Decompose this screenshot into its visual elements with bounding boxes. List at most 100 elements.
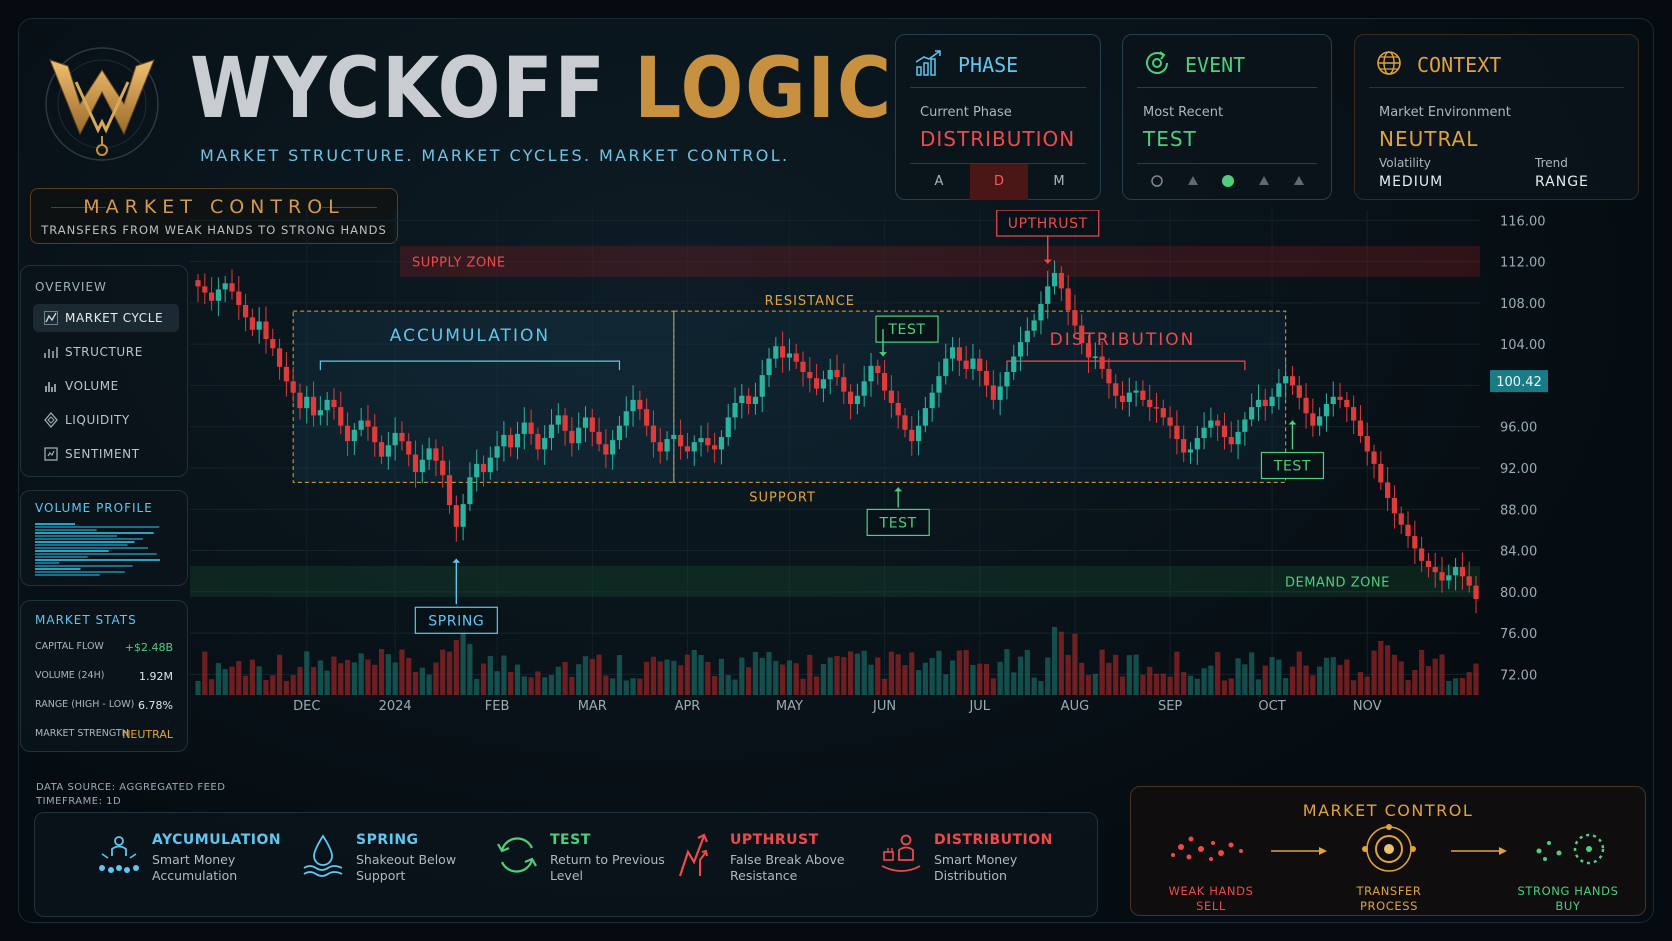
candle-body — [1113, 383, 1119, 396]
weak-hands-icon — [1171, 836, 1243, 861]
volume-bar — [344, 659, 351, 695]
volume-bar — [542, 677, 548, 695]
brand-title-part1: WYCKOFF — [190, 39, 607, 137]
volume-bar — [304, 651, 310, 695]
volume-profile-bar — [35, 574, 100, 576]
legend-panel — [34, 812, 1098, 917]
sentiment-icon — [44, 447, 58, 461]
candle-body — [983, 370, 990, 386]
volume-bar — [1317, 666, 1323, 695]
candle-body — [1065, 288, 1071, 311]
event-stepper[interactable] — [1137, 169, 1319, 193]
volume-bar — [412, 671, 419, 695]
candle-body — [956, 347, 962, 361]
event-step-triangle[interactable] — [1188, 176, 1198, 185]
candle-body — [847, 391, 854, 404]
candle-body — [1079, 325, 1085, 344]
event-card[interactable]: EVENT Most Recent TEST — [1122, 34, 1332, 200]
volume-bar — [963, 650, 969, 695]
candle-body — [732, 402, 738, 418]
candle-body — [310, 396, 317, 416]
candle-body — [997, 386, 1003, 400]
volume-bar — [1351, 680, 1357, 695]
candle-body — [249, 317, 255, 330]
volume-bar — [249, 659, 255, 695]
candle-body — [1344, 399, 1350, 408]
event-step-active[interactable] — [1222, 175, 1234, 187]
volume-icon — [45, 382, 56, 392]
candle-body — [263, 321, 269, 339]
phase-tab-a[interactable]: A — [934, 174, 944, 189]
market-stats-panel: MARKET STATS CAPITAL FLOW +$2.48B VOLUME … — [20, 600, 188, 752]
phase-tab-m[interactable]: M — [1053, 174, 1065, 189]
target-refresh-icon — [1146, 51, 1168, 74]
volume-bar — [222, 669, 228, 695]
x-tick-label: JUL — [968, 699, 990, 714]
candle-body — [990, 385, 996, 400]
volume-bar — [1446, 680, 1452, 695]
volume-bar — [623, 680, 629, 695]
event-step-triangle[interactable] — [1259, 176, 1269, 185]
legend-desc: False Break Above Resistance — [730, 852, 845, 883]
legend-test: TEST Return to Previous Level — [494, 830, 674, 890]
phase-tab-d[interactable]: D — [970, 164, 1028, 200]
volume-bar — [732, 679, 738, 695]
event-step-triangle[interactable] — [1294, 176, 1304, 185]
volume-bar — [1201, 668, 1207, 695]
volume-bar — [433, 662, 439, 695]
sidebar-item-structure[interactable]: STRUCTURE — [33, 338, 179, 366]
candle-body — [460, 504, 466, 527]
candle-body — [1160, 408, 1166, 418]
stat-value: +$2.48B — [124, 641, 173, 654]
volume-bar — [215, 663, 221, 695]
candle-body — [1031, 320, 1037, 331]
sidebar-item-market-cycle[interactable]: MARKET CYCLE — [33, 304, 179, 332]
volume-profile-bar — [35, 553, 157, 555]
volume-bar — [440, 649, 446, 695]
volume-bar — [766, 652, 772, 695]
volume-bar — [1378, 640, 1384, 695]
candle-body — [671, 434, 677, 440]
candle-body — [351, 429, 357, 442]
candle-body — [1310, 413, 1316, 426]
phase-card[interactable]: PHASE Current Phase DISTRIBUTION A D M — [895, 34, 1101, 200]
event-step-circle[interactable] — [1151, 175, 1163, 187]
candle-body — [691, 442, 697, 452]
candle-body — [412, 454, 419, 473]
volume-profile-bar — [35, 544, 128, 546]
volume-bar — [997, 661, 1003, 695]
stat-value: NEUTRAL — [122, 728, 173, 741]
candle-body — [433, 448, 439, 461]
candle-body — [1262, 399, 1268, 407]
volume-bar — [1051, 627, 1058, 695]
candle-body — [1276, 383, 1282, 397]
volume-bar — [1459, 677, 1466, 695]
volume-bar — [317, 660, 323, 695]
trend-label: Trend — [1535, 156, 1568, 170]
event-card-divider-2 — [1137, 163, 1317, 164]
volume-profile-bar — [35, 550, 109, 552]
strong-hands-icon — [1536, 833, 1605, 865]
volume-bar — [310, 667, 317, 695]
candle-body — [1099, 356, 1105, 369]
volume-profile-bar — [35, 523, 75, 525]
trend-value: RANGE — [1535, 174, 1589, 190]
candle-body — [1337, 396, 1343, 400]
candle-body — [1004, 372, 1010, 387]
volume-profile-bar — [35, 529, 97, 531]
sidebar-item-sentiment[interactable]: SENTIMENT — [33, 440, 179, 468]
test-annotation-2-arrowhead — [894, 487, 903, 492]
sidebar-item-volume[interactable]: VOLUME — [33, 372, 179, 400]
weak-hands-label: WEAK HANDS SELL — [1168, 884, 1254, 913]
legend-desc: Smart Money Distribution — [934, 852, 1018, 883]
sidebar-item-liquidity[interactable]: LIQUIDITY — [33, 406, 179, 434]
candle-body — [834, 369, 840, 378]
context-card[interactable]: CONTEXT Market Environment NEUTRAL Volat… — [1354, 34, 1639, 200]
candle-body — [1419, 548, 1425, 561]
context-card-title: CONTEXT — [1417, 53, 1502, 77]
candle-body — [1425, 560, 1432, 568]
candle-body — [304, 396, 310, 409]
volume-bar — [780, 664, 786, 695]
price-chart[interactable]: 116.00112.00108.00104.00100.0096.0092.00… — [190, 210, 1650, 765]
volume-bar — [256, 666, 262, 695]
